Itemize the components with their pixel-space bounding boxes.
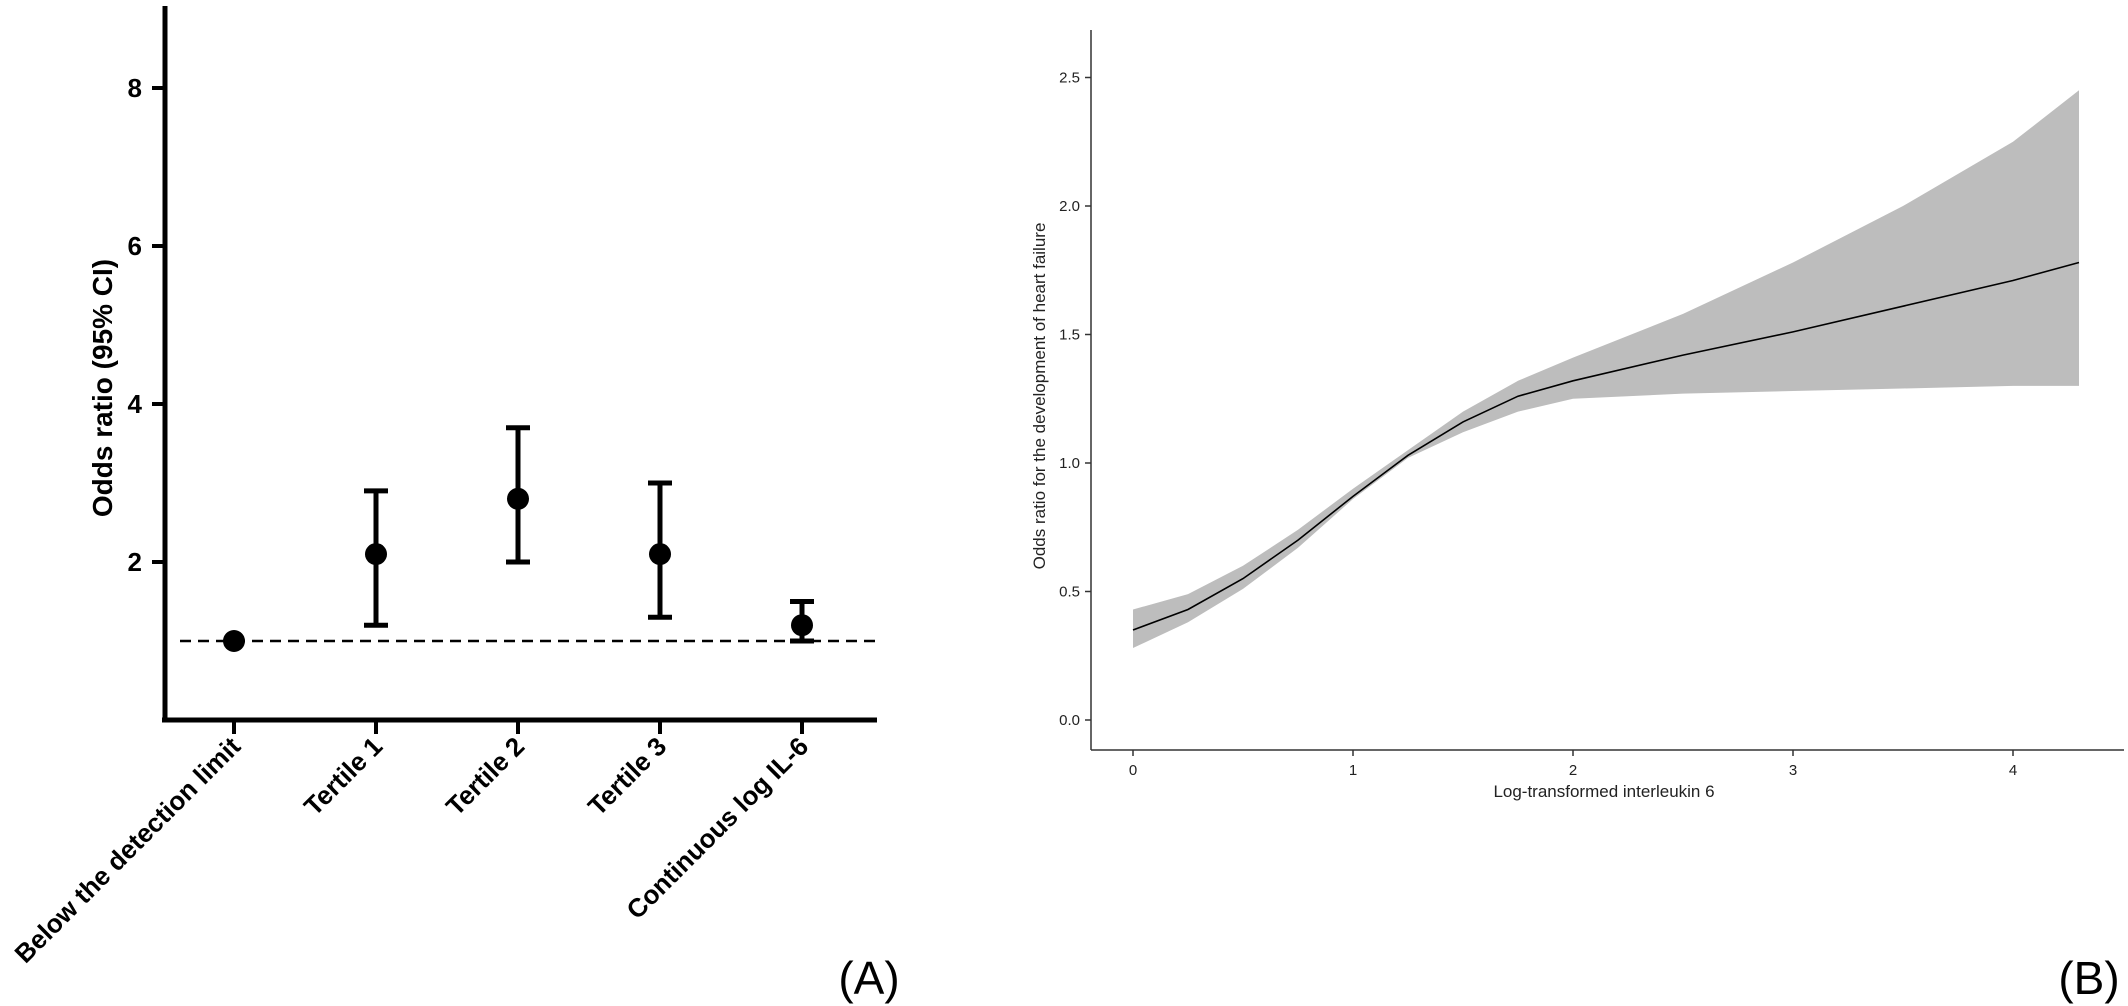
y-tick-label: 2 <box>128 547 142 577</box>
panel-b: 0.0 0.5 1.0 1.5 2.0 2.5 0 1 2 3 4 Log-transformed… <box>1030 30 2124 1004</box>
y-tick-label: 4 <box>128 389 143 419</box>
panel-a-y-ticks: 2 4 6 8 <box>128 73 165 577</box>
confidence-band-area <box>1133 90 2079 649</box>
y-tick-label: 0.0 <box>1059 712 1080 729</box>
odds-ratio-point <box>223 630 245 652</box>
panel-a-marks <box>223 425 814 652</box>
y-tick-label: 2.0 <box>1059 198 1080 215</box>
y-tick-label: 1.0 <box>1059 455 1080 472</box>
confidence-band <box>1133 90 2079 649</box>
panel-b-x-axis-label: Log-transformed interleukin 6 <box>1493 782 1714 801</box>
x-tick-label: 0 <box>1129 762 1137 779</box>
x-tick-label: Tertile 1 <box>298 731 388 821</box>
x-tick-label: 1 <box>1349 762 1357 779</box>
panel-b-y-ticks: 0.0 0.5 1.0 1.5 2.0 2.5 <box>1059 70 1091 729</box>
odds-ratio-point <box>791 614 813 637</box>
y-tick-label: 6 <box>128 231 142 261</box>
x-tick-label: 4 <box>2009 762 2017 779</box>
x-tick-label: Below the detection limit <box>8 731 246 969</box>
odds-ratio-point <box>507 487 529 510</box>
panel-a: 2 4 6 8 Below the detection limit Tertile 1 T… <box>8 6 900 1004</box>
x-tick-label: 2 <box>1569 762 1577 779</box>
x-tick-label: Tertile 3 <box>582 731 672 821</box>
panel-a-x-ticks: Below the detection limit Tertile 1 Tertil… <box>8 720 814 969</box>
odds-ratio-point <box>649 543 671 566</box>
panel-b-x-ticks: 0 1 2 3 4 <box>1129 750 2017 779</box>
y-tick-label: 8 <box>128 73 142 103</box>
odds-ratio-point <box>365 543 387 566</box>
x-tick-label: Tertile 2 <box>440 731 530 821</box>
x-tick-label: 3 <box>1789 762 1797 779</box>
odds-ratio-curve <box>1132 261 2080 631</box>
panel-a-y-axis-label: Odds ratio (95% CI) <box>87 259 118 517</box>
y-tick-label: 0.5 <box>1059 584 1080 601</box>
panel-a-label: (A) <box>838 952 899 1004</box>
odds-ratio-line <box>1132 261 2080 631</box>
panel-b-label: (B) <box>2058 952 2119 1004</box>
y-tick-label: 2.5 <box>1059 70 1080 87</box>
y-tick-label: 1.5 <box>1059 327 1080 344</box>
panel-b-y-axis-label: Odds ratio for the development of heart … <box>1030 223 1049 570</box>
